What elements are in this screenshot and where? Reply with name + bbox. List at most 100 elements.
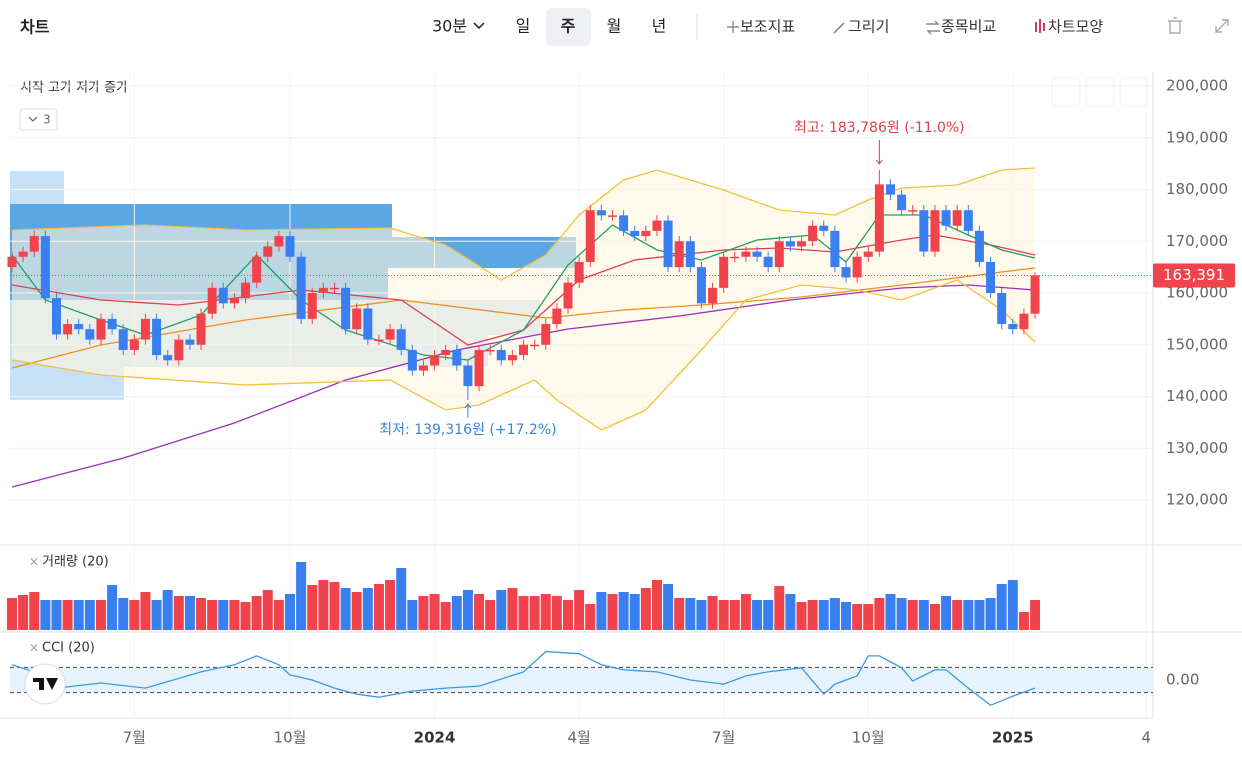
volume-bar	[429, 594, 440, 630]
x-tick-label: 7월	[123, 729, 146, 747]
candle-body	[741, 251, 751, 257]
volume-bar	[51, 600, 62, 630]
volume-bar	[841, 602, 851, 630]
plus-icon	[727, 21, 739, 33]
volume-bar	[551, 596, 562, 630]
volume-bar	[818, 600, 829, 630]
logo	[24, 663, 66, 705]
volume-bar	[763, 600, 774, 630]
candle-body	[885, 184, 895, 195]
volume-bar	[362, 588, 373, 630]
volume-bar	[996, 584, 1007, 630]
tool-button[interactable]: 보조지표	[740, 18, 795, 36]
candle-body	[285, 236, 295, 257]
annotation-arrow	[464, 403, 472, 419]
volume-bar	[18, 595, 29, 630]
candle-body	[374, 339, 384, 342]
band-fill	[12, 168, 1036, 431]
delete-icon[interactable]	[1168, 17, 1182, 34]
tool-icon[interactable]	[1119, 77, 1149, 107]
volume-bar	[296, 562, 307, 630]
logo-mark	[33, 678, 58, 690]
candle-body	[874, 184, 884, 252]
legend-toggle[interactable]	[19, 108, 58, 131]
candle-body	[496, 349, 506, 361]
volume-bar	[907, 600, 918, 630]
logo-badge	[24, 663, 66, 705]
volume-bar	[340, 588, 351, 630]
volume-bar	[418, 596, 429, 630]
candle-body	[519, 344, 529, 356]
volume-bar	[952, 600, 963, 630]
candle-body	[318, 287, 328, 293]
candle-body	[174, 339, 184, 361]
volume-bar	[184, 596, 195, 630]
volume-bar	[1018, 612, 1029, 630]
tool-icon[interactable]	[1085, 77, 1115, 107]
volume-bar	[107, 585, 118, 630]
period-button[interactable]: 월	[607, 17, 622, 36]
x-tick-label: 4	[1141, 729, 1151, 747]
candle-body	[552, 308, 562, 325]
candle-body	[263, 246, 273, 257]
candle-body	[630, 230, 640, 237]
x-tick-label: 4월	[567, 729, 590, 747]
candle-body	[1030, 275, 1040, 314]
candle-body	[463, 365, 473, 387]
y-tick-label: 150,000	[1166, 335, 1228, 353]
volume-bar	[329, 582, 340, 630]
volume-bar	[29, 592, 40, 630]
volume-bar	[118, 598, 129, 630]
volume-bar	[974, 600, 985, 630]
candle-body	[952, 210, 962, 226]
volume-bar	[607, 594, 618, 630]
volume-bar	[207, 600, 218, 630]
y-tick-label: 170,000	[1166, 232, 1228, 250]
candle-body	[652, 220, 662, 231]
candle-body	[140, 318, 150, 340]
tool-button[interactable]: 종목비교	[941, 18, 996, 36]
tool-button[interactable]: 차트모양	[1048, 18, 1103, 36]
candle-body	[152, 318, 162, 356]
candle-body	[7, 256, 17, 268]
close-icon[interactable]: ×	[29, 641, 39, 655]
period-button[interactable]: 주	[561, 17, 576, 36]
candle-body	[485, 349, 495, 352]
volume-bar	[385, 580, 396, 630]
candle-body	[85, 329, 95, 340]
cci-tick-label: 0.00	[1166, 671, 1199, 689]
period-button[interactable]: 년	[652, 17, 667, 36]
tool-icon[interactable]	[1051, 77, 1081, 107]
candle-body	[185, 339, 195, 345]
cci-line	[11, 650, 1036, 707]
volume-bar	[7, 598, 17, 630]
expand-icon[interactable]	[1215, 19, 1229, 33]
candle-body	[852, 256, 862, 278]
volume-bar	[651, 580, 662, 630]
compare-icon	[926, 20, 940, 35]
header: 차트 30분 일 주 월 년 보조지표 그리기 종목비교 차트모양	[20, 8, 1229, 46]
candle-body	[908, 210, 918, 212]
volume-bar	[140, 592, 151, 630]
volume-bar	[729, 600, 740, 630]
pane-frame	[0, 72, 1242, 719]
candle-body	[118, 329, 128, 350]
tool-button[interactable]: 그리기	[848, 18, 889, 36]
close-icon[interactable]: ×	[29, 555, 39, 569]
candle-body	[696, 267, 706, 304]
volume-bar	[396, 568, 407, 630]
candle-body	[40, 236, 50, 299]
legend-label: 시작 고가 저가 종가	[20, 81, 128, 96]
candle-body	[129, 339, 139, 350]
candle-body	[241, 282, 251, 299]
annotation: 최저: 139,316원 (+17.2%)	[379, 422, 556, 438]
volume-bar	[785, 594, 796, 630]
app-title: 차트	[20, 18, 50, 37]
candle-body	[997, 293, 1007, 325]
candle-body	[919, 210, 929, 252]
volume-bar	[563, 600, 573, 630]
interval-select[interactable]: 30분	[432, 17, 467, 36]
period-button[interactable]: 일	[516, 17, 531, 36]
candle-body	[541, 324, 551, 345]
candle-icon	[1035, 19, 1045, 33]
